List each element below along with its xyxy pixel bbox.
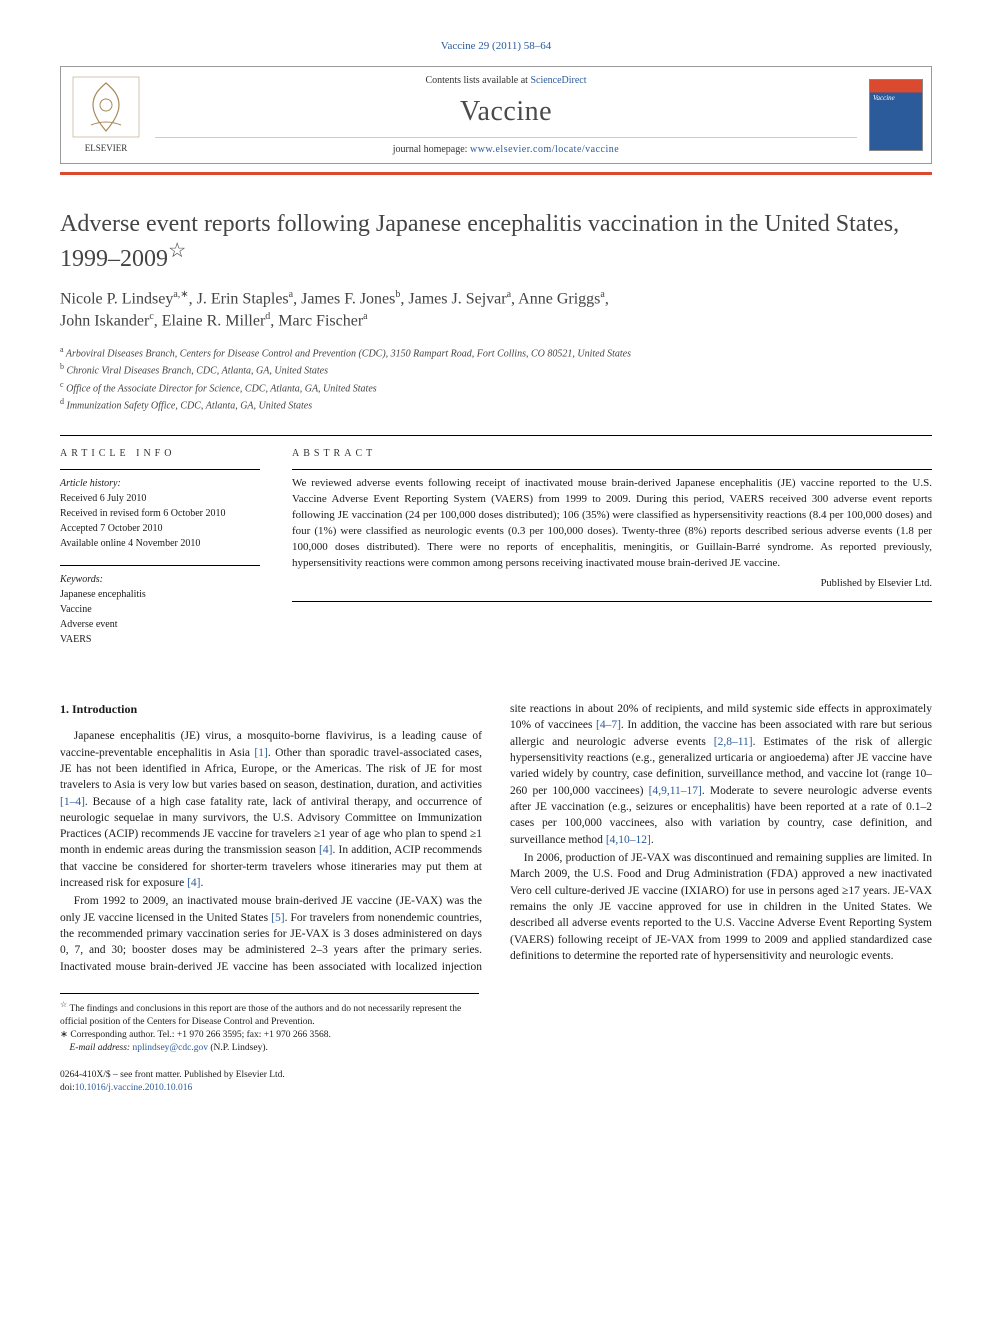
abstract-heading: abstract: [292, 448, 932, 459]
elsevier-label: ELSEVIER: [85, 143, 128, 153]
publisher-line: Published by Elsevier Ltd.: [292, 576, 932, 591]
body-text: 1. Introduction Japanese encephalitis (J…: [60, 701, 932, 975]
article-title: Adverse event reports following Japanese…: [60, 209, 932, 274]
article-history: Article history: Received 6 July 2010 Re…: [60, 469, 260, 551]
accent-divider: [60, 172, 932, 175]
doi-link[interactable]: 10.1016/j.vaccine.2010.10.016: [75, 1083, 192, 1093]
ref-link[interactable]: [4–7]: [596, 719, 621, 731]
journal-name: Vaccine: [155, 96, 857, 128]
affiliations: a Arboviral Diseases Branch, Centers for…: [60, 344, 932, 413]
section-heading-intro: 1. Introduction: [60, 701, 482, 718]
ref-link[interactable]: [1]: [254, 747, 267, 759]
homepage-link[interactable]: www.elsevier.com/locate/vaccine: [470, 144, 619, 155]
ref-link[interactable]: [5]: [271, 912, 284, 924]
ref-link[interactable]: [4]: [319, 844, 332, 856]
journal-homepage: journal homepage: www.elsevier.com/locat…: [155, 137, 857, 155]
email-link[interactable]: nplindsey@cdc.gov: [132, 1043, 208, 1053]
journal-cover-thumb: [861, 67, 931, 163]
abstract-text: We reviewed adverse events following rec…: [292, 469, 932, 591]
author-list: Nicole P. Lindseya,∗, J. Erin Staplesa, …: [60, 288, 932, 332]
journal-header: ELSEVIER Contents lists available at Sci…: [60, 66, 932, 164]
footnotes: ☆ The findings and conclusions in this r…: [60, 993, 479, 1054]
footer: 0264-410X/$ – see front matter. Publishe…: [60, 1069, 932, 1096]
ref-link[interactable]: [4]: [187, 877, 200, 889]
article-info-heading: article info: [60, 448, 260, 459]
ref-link[interactable]: [1–4]: [60, 796, 85, 808]
keywords: Keywords: Japanese encephalitis Vaccine …: [60, 565, 260, 647]
citation-line: Vaccine 29 (2011) 58–64: [60, 40, 932, 52]
ref-link[interactable]: [2,8–11]: [714, 736, 753, 748]
contents-available: Contents lists available at ScienceDirec…: [155, 75, 857, 86]
sciencedirect-link[interactable]: ScienceDirect: [530, 75, 586, 86]
ref-link[interactable]: [4,9,11–17]: [649, 785, 702, 797]
ref-link[interactable]: [4,10–12]: [606, 834, 651, 846]
elsevier-logo: ELSEVIER: [61, 67, 151, 163]
title-footnote-icon: ☆: [168, 240, 186, 262]
